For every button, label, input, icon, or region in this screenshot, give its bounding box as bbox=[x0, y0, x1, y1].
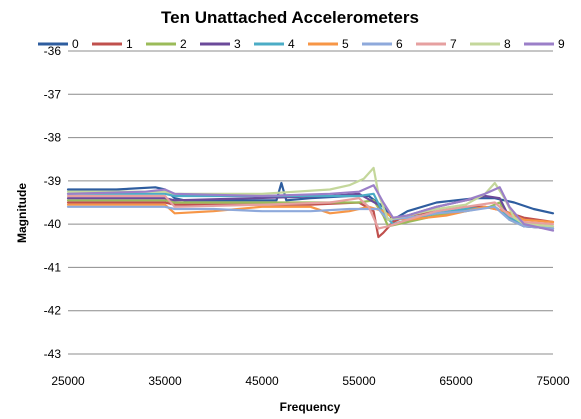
y-axis-ticks: -36 -37 -38 -39 -40 -41 -42 -43 bbox=[44, 44, 62, 361]
x-tick-label: 35000 bbox=[148, 374, 182, 388]
legend-label: 1 bbox=[126, 37, 133, 51]
y-tick-label: -38 bbox=[44, 131, 62, 145]
x-axis-title: Frequency bbox=[280, 400, 341, 414]
x-tick-label: 75000 bbox=[536, 374, 570, 388]
y-tick-label: -39 bbox=[44, 174, 62, 188]
legend-label: 3 bbox=[234, 37, 241, 51]
series-group bbox=[66, 166, 555, 239]
y-tick-label: -40 bbox=[44, 217, 62, 231]
y-axis-title: Magnitude bbox=[15, 183, 29, 243]
gridlines bbox=[68, 50, 553, 355]
legend: 0 1 2 3 4 5 6 7 8 9 bbox=[38, 37, 565, 51]
legend-label: 9 bbox=[558, 37, 565, 51]
y-tick-label: -42 bbox=[44, 304, 62, 318]
y-tick-label: -36 bbox=[44, 44, 62, 58]
legend-label: 4 bbox=[288, 37, 295, 51]
series-line-7 bbox=[66, 194, 555, 230]
legend-label: 5 bbox=[342, 37, 349, 51]
y-tick-label: -41 bbox=[44, 260, 62, 274]
series-line-6 bbox=[66, 205, 555, 230]
x-axis-ticks: 25000 35000 45000 55000 65000 75000 bbox=[51, 374, 570, 388]
x-tick-label: 45000 bbox=[245, 374, 279, 388]
x-tick-label: 65000 bbox=[439, 374, 473, 388]
legend-label: 7 bbox=[450, 37, 457, 51]
x-tick-label: 55000 bbox=[342, 374, 376, 388]
x-tick-label: 25000 bbox=[51, 374, 85, 388]
series-line-9 bbox=[66, 184, 555, 232]
legend-label: 8 bbox=[504, 37, 511, 51]
y-tick-label: -43 bbox=[44, 347, 62, 361]
y-tick-label: -37 bbox=[44, 87, 62, 101]
legend-label: 2 bbox=[180, 37, 187, 51]
legend-label: 0 bbox=[72, 37, 79, 51]
chart-title: Ten Unattached Accelerometers bbox=[161, 8, 419, 27]
legend-label: 6 bbox=[396, 37, 403, 51]
